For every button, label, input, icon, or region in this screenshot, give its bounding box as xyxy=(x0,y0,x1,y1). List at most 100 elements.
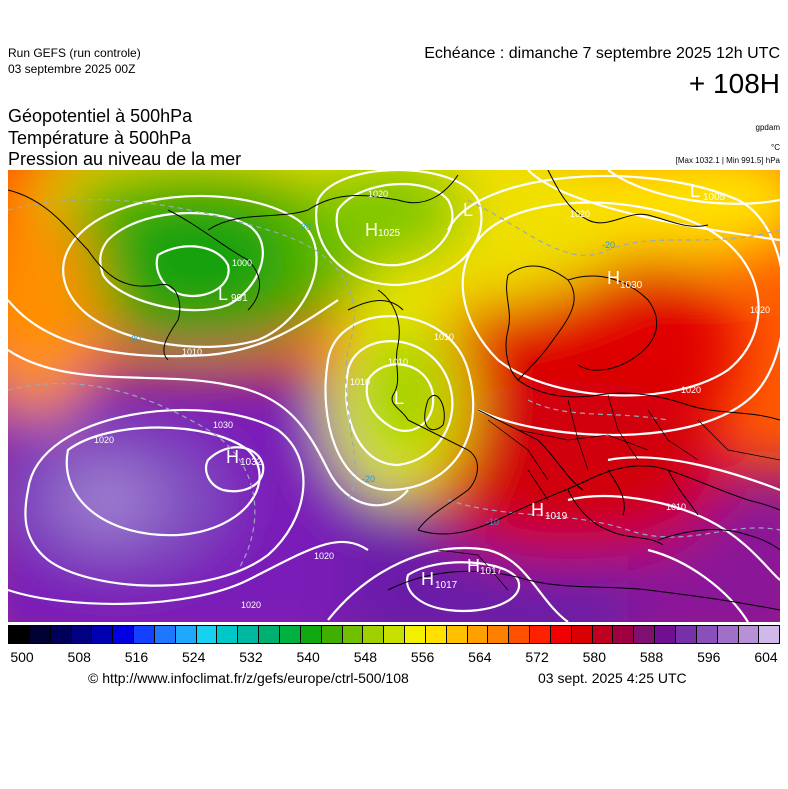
high-balkans-value: 1019 xyxy=(545,511,568,522)
isotherm-label: -20 xyxy=(128,334,141,344)
colorbar-label: 588 xyxy=(639,649,664,665)
colorbar-label: 596 xyxy=(697,649,721,665)
pressure-max-min: [Max 1032.1 | Min 991.5] hPa xyxy=(675,156,780,165)
colorbar-cell xyxy=(363,626,385,643)
colorbar-cell xyxy=(509,626,531,643)
high-azores: H 1032 xyxy=(226,447,263,468)
shade-north-green-core xyxy=(108,205,288,315)
colorbar-cell xyxy=(134,626,155,643)
isobar-label: 1010 xyxy=(434,332,454,342)
high-africa-west-value: 1017 xyxy=(435,580,458,591)
colorbar-cell xyxy=(405,626,426,643)
isobar-label: 1030 xyxy=(213,420,233,430)
colorbar-cell xyxy=(530,626,551,643)
colorbar-cell xyxy=(321,626,343,643)
low-trough-letter: L xyxy=(394,388,404,408)
colorbar-label: 604 xyxy=(754,649,778,665)
colorbar-cell xyxy=(759,626,780,643)
high-north-africa-west: H 1017 xyxy=(421,569,458,591)
colorbar xyxy=(8,625,780,644)
colorbar-label: 572 xyxy=(525,649,549,665)
high-scandinavia: H 1030 xyxy=(607,268,643,291)
high-greenland-value: 1025 xyxy=(378,228,401,239)
colorbar-label: 516 xyxy=(124,649,149,665)
high-africa-east-value: 1017 xyxy=(480,566,503,577)
colorbar-label: 556 xyxy=(410,649,435,665)
isotherms xyxy=(8,198,780,571)
run-title: Run GEFS (run controle) xyxy=(8,46,141,60)
high-north-africa-east: H 1017 xyxy=(467,556,503,577)
colorbar-cell xyxy=(571,626,593,643)
isobar-label: 1010 xyxy=(350,377,370,387)
low-northeast-value: 1005 xyxy=(703,192,726,203)
borders xyxy=(437,394,780,591)
isobars xyxy=(8,170,780,622)
unit-temperature: °C xyxy=(771,143,780,152)
high-greenland-letter: H xyxy=(365,220,378,240)
colorbar-label: 524 xyxy=(182,649,206,665)
high-balkans-letter: H xyxy=(531,500,544,520)
isobar-label: 1020 xyxy=(750,305,770,315)
low-labrador-value: 991 xyxy=(231,293,248,304)
colorbar-cell xyxy=(50,626,72,643)
colorbar-cell xyxy=(154,626,176,643)
parameter-temperature: Température à 500hPa xyxy=(8,128,192,148)
colorbar-cell xyxy=(113,626,135,643)
high-azores-value: 1032 xyxy=(240,457,263,468)
isotherm-labels: -20 -20 -20 -20 -10 xyxy=(128,222,615,527)
high-azores-letter: H xyxy=(226,447,239,467)
valid-time: Echéance : dimanche 7 septembre 2025 12h… xyxy=(424,45,780,62)
run-date: 03 septembre 2025 00Z xyxy=(8,62,136,76)
isobar-label: 1020 xyxy=(681,385,701,395)
isobar-label: 1020 xyxy=(94,435,114,445)
colorbar-cell xyxy=(446,626,468,643)
shade-greenland xyxy=(308,170,468,265)
colorbar-cell xyxy=(613,626,635,643)
shade-trough-green xyxy=(358,325,448,465)
colorbar-cell xyxy=(9,626,30,643)
colorbar-cell xyxy=(634,626,656,643)
colorbar-labels: 500 508 516 524 532 540 548 556 564 572 580 588 596 6… xyxy=(8,649,780,667)
isobar-label: 1020 xyxy=(570,209,590,219)
generation-time: 03 sept. 2025 4:25 UTC xyxy=(538,670,687,686)
low-northeast: L 1005 xyxy=(690,181,726,203)
isotherm-label: -20 xyxy=(362,474,375,484)
high-scandinavia-value: 1030 xyxy=(620,280,643,291)
shade-northeast-yellow xyxy=(578,170,780,260)
colorbar-cell xyxy=(175,626,197,643)
colorbar-cell xyxy=(217,626,239,643)
isobar-label: 1010 xyxy=(666,502,686,512)
parameter-geopotential: Géopotentiel à 500hPa xyxy=(8,106,193,126)
colorbar-cell xyxy=(717,626,739,643)
isobar-label: 1020 xyxy=(368,189,388,199)
shade-central-europe xyxy=(408,380,728,560)
colorbar-cell xyxy=(29,626,51,643)
colorbar-label: 508 xyxy=(67,649,91,665)
low-iceland: L xyxy=(463,200,473,220)
isotherm-label: -20 xyxy=(602,240,615,250)
parameter-pressure: Pression au niveau de la mer xyxy=(8,149,242,169)
high-africa-west-letter: H xyxy=(421,569,434,589)
colorbar-label: 500 xyxy=(10,649,34,665)
colorbar-cell xyxy=(71,626,93,643)
colorbar-cell xyxy=(279,626,301,643)
weather-map: H 1025 L 991 L L 1005 H 1030 L H 1032 H … xyxy=(8,170,780,622)
low-northeast-letter: L xyxy=(690,181,700,201)
colorbar-label: 564 xyxy=(468,649,492,665)
shade-west-orange xyxy=(8,200,98,420)
colorbar-cell xyxy=(488,626,510,643)
coastlines xyxy=(8,170,780,611)
colorbar-cell xyxy=(738,626,760,643)
colorbar-cell xyxy=(92,626,114,643)
colorbar-cell xyxy=(655,626,676,643)
isobar-label: 1010 xyxy=(182,347,202,357)
lead-time: + 108H xyxy=(688,68,780,99)
colorbar-cell xyxy=(467,626,489,643)
isobar-label: 1020 xyxy=(314,551,334,561)
isobar-label: 1020 xyxy=(241,600,261,610)
colorbar-cell xyxy=(592,626,614,643)
high-africa-east-letter: H xyxy=(467,556,480,576)
isotherm-label: -10 xyxy=(486,517,499,527)
colorbar-label: 532 xyxy=(239,649,263,665)
low-atlantic-trough: L xyxy=(394,388,404,408)
